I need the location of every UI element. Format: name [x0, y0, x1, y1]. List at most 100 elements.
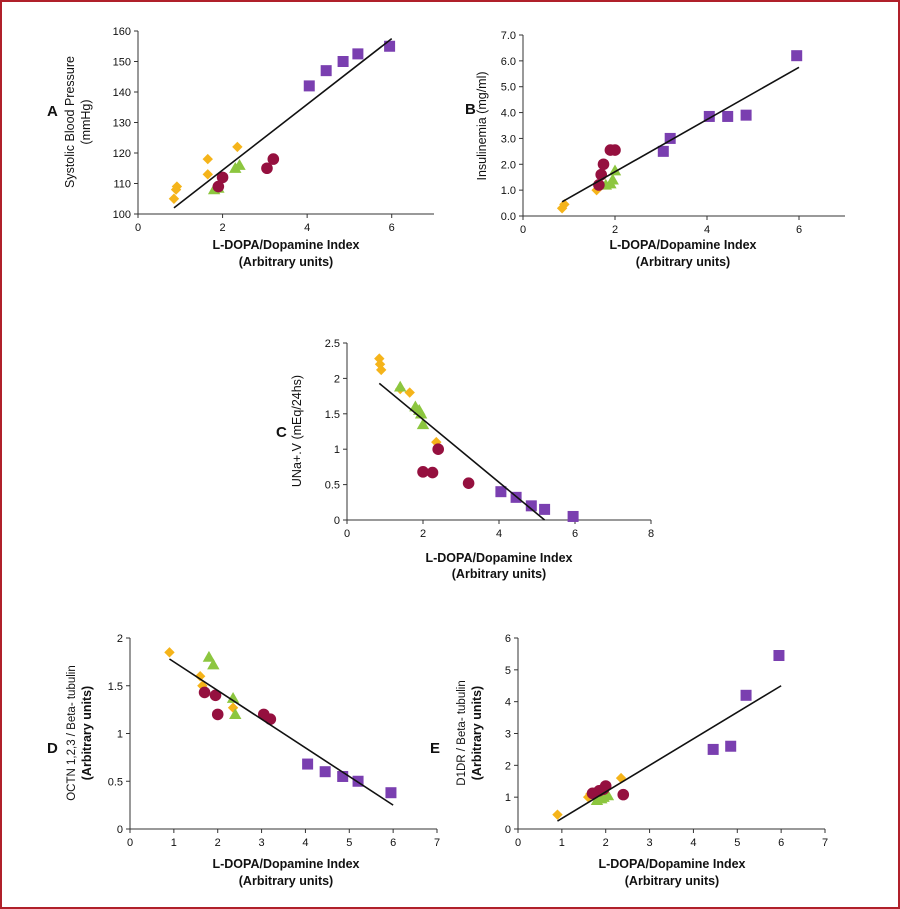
y-tick-label: 130 [113, 118, 131, 130]
data-point-diamond [376, 364, 387, 376]
x-tick-label: 1 [171, 837, 177, 849]
x-tick-label: 4 [496, 528, 502, 540]
data-point-circle [216, 171, 229, 184]
x-tick-label: 4 [302, 837, 308, 849]
x-axis-title: (Arbitrary units) [239, 874, 333, 888]
x-tick-label: 7 [434, 837, 440, 849]
y-axis-title: (mmHg) [79, 99, 93, 144]
data-point-square [302, 758, 314, 770]
regression-line [378, 382, 546, 521]
data-point-circle [426, 466, 439, 479]
y-tick-label: 3 [505, 729, 511, 741]
x-tick-label: 6 [389, 222, 395, 234]
x-tick-label: 0 [135, 222, 141, 234]
data-point-square [525, 500, 537, 512]
data-point-diamond [168, 193, 180, 204]
data-point-circle [209, 689, 222, 702]
data-point-square [384, 40, 396, 52]
data-point-square [657, 145, 669, 157]
panel-label: E [430, 740, 440, 757]
data-point-square [337, 770, 349, 782]
data-point-circle [599, 780, 612, 792]
data-point-square [725, 740, 737, 752]
y-tick-label: 1.0 [501, 185, 516, 197]
x-axis-title: L-DOPA/Dopamine Index [609, 238, 756, 252]
y-tick-label: 0.5 [325, 480, 340, 492]
data-point-square [385, 787, 397, 799]
y-tick-label: 0 [334, 515, 340, 527]
x-axis-title: L-DOPA/Dopamine Index [425, 551, 572, 565]
data-point-circle [267, 153, 280, 165]
regression-line [557, 685, 782, 822]
data-point-diamond [171, 181, 183, 192]
y-tick-label: 5 [505, 665, 511, 677]
chart-panel-d: 0 0.5 1 1.5 2 0 1 2 3 4 5 6 7 L-DOPA/Dopamine Index (A… [47, 633, 440, 888]
y-tick-label: 2.5 [325, 338, 340, 350]
y-axis-title: D1DR / Beta- tubulin [456, 680, 468, 785]
x-tick-label: 5 [346, 837, 352, 849]
chart-panel-e: 0 1 2 3 4 5 6 0 1 2 3 4 5 6 7 L-DOPA/Dopamine Index (Arb… [430, 633, 828, 888]
data-point-square [337, 56, 349, 67]
data-point-square [495, 486, 507, 498]
x-tick-label: 0 [515, 837, 521, 849]
x-tick-label: 5 [734, 837, 740, 849]
data-point-circle [211, 708, 224, 721]
y-axis-title: Systolic Blood Pressure [63, 56, 77, 188]
data-point-triangle [601, 789, 615, 801]
x-tick-label: 6 [778, 837, 784, 849]
y-tick-label: 7.0 [501, 30, 516, 42]
data-point-diamond [202, 169, 213, 180]
x-tick-label: 2 [215, 837, 221, 849]
chart-panel-b: 0.0 1.0 2.0 3.0 4.0 5.0 6.0 7.0 0 2 4 6 L-DOPA/Dopam… [465, 30, 845, 269]
y-tick-label: 3.0 [501, 133, 516, 145]
y-tick-label: 1 [505, 792, 511, 804]
y-tick-label: 2.0 [501, 159, 516, 171]
y-tick-label: 1 [117, 729, 123, 741]
regression-line [169, 658, 394, 806]
chart-panel-c: 0 0.5 1 1.5 2 2.5 0 2 4 6 8 L-DOPA/Dopamine Index (A… [276, 338, 654, 581]
x-axis-title: L-DOPA/Dopamine Index [212, 857, 359, 871]
data-point-circle [212, 180, 225, 193]
x-tick-label: 2 [612, 224, 618, 236]
data-point-square [319, 766, 331, 778]
y-tick-label: 0.0 [501, 211, 516, 223]
y-axis-title: UNa+.V (mEq/24hs) [290, 375, 304, 487]
y-tick-label: 140 [113, 87, 131, 99]
data-point-diamond [559, 199, 570, 210]
x-tick-label: 0 [127, 837, 133, 849]
data-point-circle [609, 144, 621, 156]
data-point-circle [264, 713, 277, 725]
y-tick-label: 1 [334, 444, 340, 456]
data-point-square [791, 50, 803, 62]
x-tick-label: 2 [220, 222, 226, 234]
data-point-diamond [404, 387, 415, 398]
y-tick-label: 0 [117, 824, 123, 836]
data-point-circle [417, 466, 429, 478]
x-tick-label: 4 [690, 837, 696, 849]
panel-label: A [47, 103, 58, 120]
x-tick-label: 1 [559, 837, 565, 849]
y-tick-label: 1.5 [108, 681, 123, 693]
data-point-square [773, 650, 785, 662]
panel-label: C [276, 424, 287, 441]
x-axis-title: (Arbitrary units) [452, 567, 546, 581]
y-tick-label: 120 [113, 148, 131, 160]
x-tick-label: 2 [603, 837, 609, 849]
x-tick-label: 3 [647, 837, 653, 849]
y-tick-label: 150 [113, 57, 131, 69]
y-tick-label: 160 [113, 26, 131, 38]
x-tick-label: 7 [822, 837, 828, 849]
y-tick-label: 6 [505, 633, 511, 645]
data-point-square [703, 110, 715, 122]
regression-line [561, 66, 800, 203]
y-tick-label: 100 [113, 209, 131, 221]
x-axis-title: (Arbitrary units) [239, 255, 333, 269]
data-point-triangle [394, 380, 407, 392]
y-tick-label: 2 [117, 633, 123, 645]
data-point-triangle [416, 418, 430, 430]
x-tick-label: 0 [344, 528, 350, 540]
x-tick-label: 4 [304, 222, 310, 234]
data-point-square [722, 110, 734, 122]
data-point-square [320, 65, 332, 77]
